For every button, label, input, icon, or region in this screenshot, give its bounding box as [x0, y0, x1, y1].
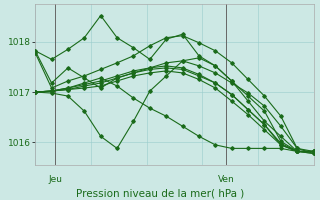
- Text: Jeu: Jeu: [48, 175, 62, 184]
- Text: Ven: Ven: [218, 175, 234, 184]
- Text: Pression niveau de la mer( hPa ): Pression niveau de la mer( hPa ): [76, 189, 244, 199]
